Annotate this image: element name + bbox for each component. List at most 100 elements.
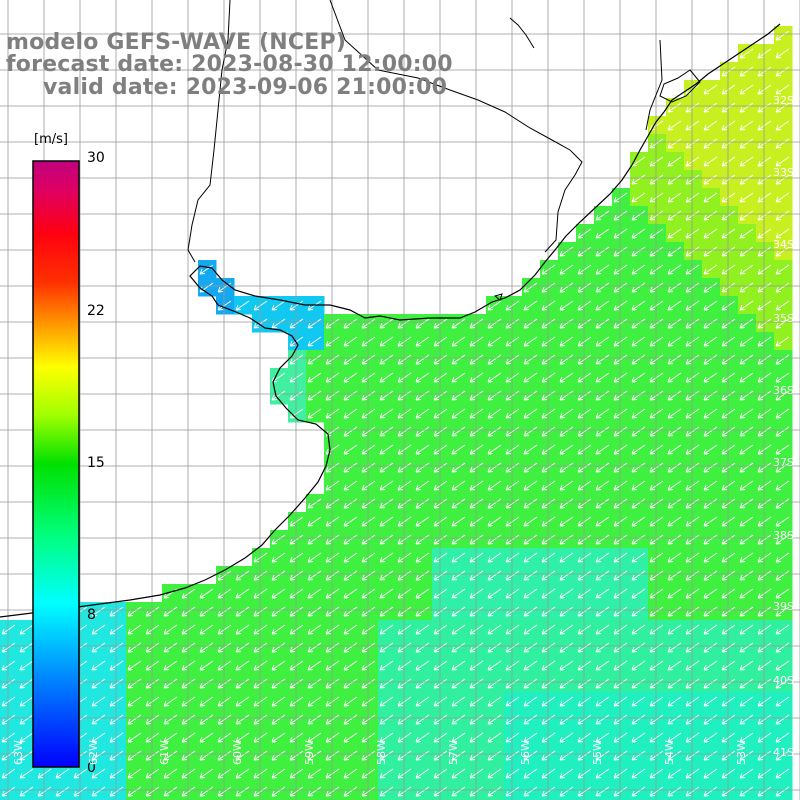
wind-arrow	[559, 624, 574, 635]
wind-arrow	[559, 786, 574, 797]
wind-arrow	[523, 372, 538, 383]
wind-arrow	[469, 462, 484, 473]
wind-arrow	[487, 444, 502, 455]
wind-arrow	[289, 570, 304, 581]
wind-arrow	[613, 750, 628, 761]
wind-arrow	[307, 390, 322, 401]
wind-arrow	[667, 120, 682, 131]
wind-arrow	[649, 354, 664, 365]
wind-arrow	[487, 480, 502, 491]
wind-arrow	[559, 390, 574, 401]
wind-arrow	[667, 480, 682, 491]
wind-arrow	[775, 714, 790, 725]
wind-arrow	[271, 588, 286, 599]
wind-arrow	[631, 444, 646, 455]
wind-arrow	[775, 480, 790, 491]
wind-arrow	[703, 192, 718, 203]
wind-arrow	[721, 246, 736, 257]
wind-arrow	[199, 264, 214, 275]
wind-arrow	[19, 786, 34, 797]
wind-arrow	[19, 642, 34, 653]
wind-arrow	[415, 660, 430, 671]
wind-arrow	[667, 282, 682, 293]
wind-arrow	[775, 30, 790, 41]
wind-arrow	[541, 714, 556, 725]
wind-arrow	[631, 174, 646, 185]
wind-arrow	[703, 84, 718, 95]
wind-arrow	[451, 624, 466, 635]
wind-arrow	[577, 642, 592, 653]
wind-arrow	[559, 732, 574, 743]
wind-arrow	[325, 624, 340, 635]
wind-arrow	[775, 642, 790, 653]
wind-arrow	[721, 426, 736, 437]
wind-arrow	[415, 390, 430, 401]
wind-arrow	[595, 732, 610, 743]
colorbar-tick: 22	[87, 303, 105, 319]
wind-arrow	[253, 714, 268, 725]
wind-arrow	[775, 264, 790, 275]
wind-arrow	[379, 462, 394, 473]
wind-arrow	[379, 354, 394, 365]
wind-arrow	[577, 732, 592, 743]
wind-arrow	[721, 480, 736, 491]
wind-arrow	[379, 642, 394, 653]
wind-arrow	[361, 462, 376, 473]
map-title: modelo GEFS-WAVE (NCEP)	[6, 30, 347, 55]
wind-arrow	[361, 498, 376, 509]
wind-arrow	[721, 732, 736, 743]
wind-arrow	[181, 768, 196, 779]
wind-arrow	[541, 408, 556, 419]
wind-arrow	[667, 750, 682, 761]
wind-arrow	[235, 732, 250, 743]
wind-arrow	[379, 318, 394, 329]
wind-arrow	[577, 768, 592, 779]
wind-arrow	[505, 534, 520, 545]
wind-arrow	[721, 678, 736, 689]
wind-arrow	[595, 264, 610, 275]
wind-arrow	[325, 534, 340, 545]
wind-arrow	[595, 282, 610, 293]
wind-arrow	[397, 444, 412, 455]
wind-arrow	[469, 768, 484, 779]
lon-label: 58W	[375, 740, 388, 765]
wind-arrow	[361, 678, 376, 689]
wind-arrow	[703, 534, 718, 545]
wind-arrow	[739, 696, 754, 707]
wind-arrow	[325, 588, 340, 599]
wind-arrow	[415, 606, 430, 617]
wind-arrow	[397, 498, 412, 509]
wind-arrow	[505, 696, 520, 707]
wind-arrow	[631, 336, 646, 347]
wind-arrow	[451, 606, 466, 617]
wind-arrow	[559, 678, 574, 689]
wind-arrow	[163, 624, 178, 635]
wind-arrow	[541, 372, 556, 383]
wind-arrow	[595, 516, 610, 527]
lon-label: 57W	[447, 740, 460, 765]
wind-arrow	[325, 714, 340, 725]
wind-arrow	[739, 732, 754, 743]
wind-arrow	[739, 120, 754, 131]
wind-arrow	[505, 678, 520, 689]
wind-arrow	[667, 156, 682, 167]
wind-arrow	[343, 678, 358, 689]
wind-arrow	[469, 624, 484, 635]
lat-label: 32S	[773, 94, 794, 107]
wind-arrow	[487, 534, 502, 545]
wind-arrow	[775, 408, 790, 419]
wind-arrow	[559, 498, 574, 509]
wind-arrow	[451, 534, 466, 545]
wind-arrow	[613, 192, 628, 203]
wind-arrow	[595, 570, 610, 581]
wind-arrow	[469, 570, 484, 581]
wind-arrow	[487, 588, 502, 599]
wind-arrow	[235, 660, 250, 671]
wind-arrow	[775, 516, 790, 527]
wind-arrow	[307, 516, 322, 527]
wind-arrow	[775, 84, 790, 95]
lat-label: 33S	[773, 166, 794, 179]
wind-arrow	[721, 318, 736, 329]
wind-arrow	[1, 696, 16, 707]
